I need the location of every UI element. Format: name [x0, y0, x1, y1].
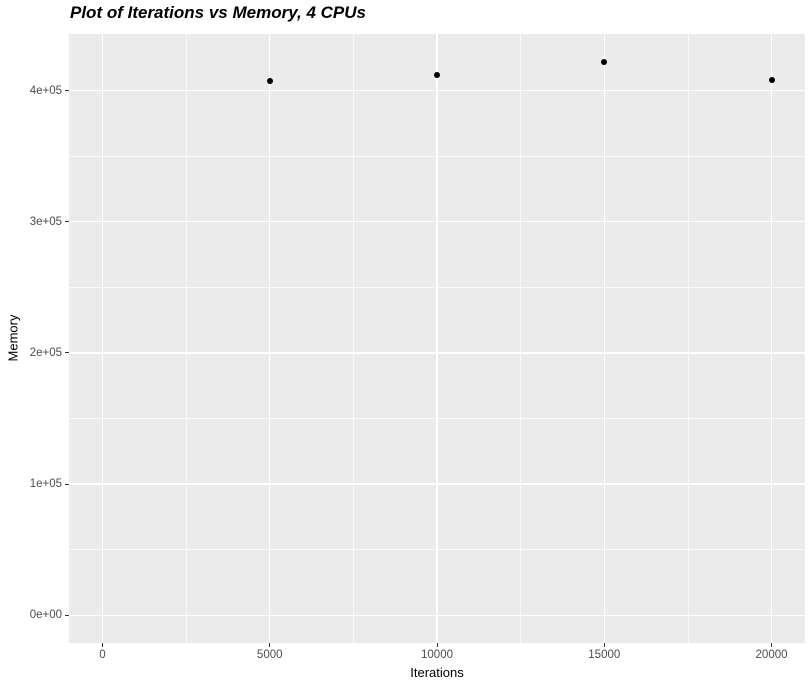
y-tick-mark — [65, 614, 69, 616]
gridline-major-vertical — [603, 34, 606, 643]
gridline-major-vertical — [268, 34, 271, 643]
x-tick-mark — [101, 643, 103, 647]
data-point — [434, 71, 440, 78]
gridline-minor-vertical — [352, 34, 354, 643]
x-tick-mark — [269, 643, 271, 647]
x-tick-label: 10000 — [421, 649, 453, 661]
x-axis-title: Iterations — [410, 665, 464, 680]
y-tick-mark — [65, 352, 69, 354]
x-tick-label: 15000 — [588, 649, 621, 661]
y-tick-mark — [65, 90, 69, 92]
plot-panel — [69, 34, 805, 643]
x-tick-mark — [436, 643, 438, 647]
gridline-major-horizontal — [69, 614, 805, 617]
x-tick-label: 0 — [99, 649, 106, 661]
x-tick-label: 20000 — [755, 649, 788, 661]
gridline-major-vertical — [770, 34, 773, 643]
gridline-major-horizontal — [69, 89, 805, 92]
y-tick-label: 0e+00 — [29, 609, 62, 622]
data-point — [768, 77, 775, 84]
y-tick-label: 4e+05 — [29, 84, 62, 97]
plot-title: Plot of Iterations vs Memory, 4 CPUs — [70, 3, 366, 22]
gridline-minor-vertical — [687, 34, 689, 643]
data-point — [601, 58, 608, 65]
gridline-major-horizontal — [69, 352, 805, 354]
y-tick-label: 1e+05 — [29, 478, 62, 491]
y-tick-label: 2e+05 — [29, 346, 62, 359]
gridline-minor-vertical — [185, 34, 187, 643]
y-tick-mark — [65, 483, 69, 485]
x-tick-mark — [771, 643, 773, 647]
gridline-major-horizontal — [69, 483, 805, 485]
y-tick-mark — [65, 221, 69, 223]
gridline-minor-vertical — [520, 34, 522, 643]
x-tick-label: 5000 — [256, 649, 283, 661]
gridline-major-vertical — [101, 34, 104, 643]
y-tick-label: 3e+05 — [29, 215, 62, 228]
gridline-major-vertical — [436, 34, 438, 643]
data-point — [266, 78, 273, 85]
gridline-major-horizontal — [69, 220, 805, 223]
y-axis-title: Memory — [5, 314, 21, 362]
x-tick-mark — [603, 643, 605, 647]
